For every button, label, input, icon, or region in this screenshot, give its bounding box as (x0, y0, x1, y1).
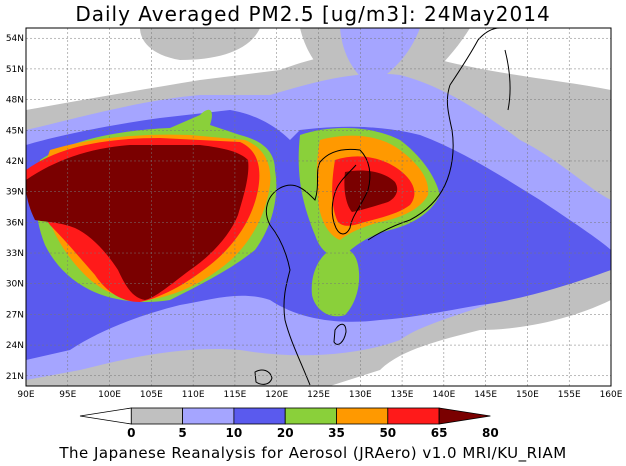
lat-tick-label: 27N (6, 310, 24, 320)
colorbar-segment (284, 407, 337, 425)
colorbar-segment (438, 407, 491, 425)
lat-tick-label: 30N (6, 280, 24, 290)
coastline-hainan (254, 369, 273, 385)
lat-tick-label: 48N (6, 96, 24, 106)
lon-tick-label: 115E (223, 390, 246, 400)
colorbar-segment (387, 407, 440, 425)
lon-tick-label: 90E (17, 390, 34, 400)
contour-5-10-nw (140, 28, 260, 60)
lon-tick-label: 110E (182, 390, 205, 400)
lon-tick-label: 125E (307, 390, 330, 400)
lon-tick-label: 160E (600, 390, 623, 400)
coastline-taiwan (333, 323, 347, 345)
colorbar-level-label: 80 (482, 426, 499, 440)
lon-tick-label: 100E (98, 390, 121, 400)
contour-80-plus-korea (344, 170, 398, 212)
contour-35-50-south (311, 248, 360, 317)
lat-tick-label: 54N (6, 34, 24, 44)
coastline-china (265, 148, 361, 386)
credit-line: The Japanese Reanalysis for Aerosol (JRA… (59, 444, 567, 462)
colorbar-segment (336, 407, 389, 425)
coastline-sakhalin (504, 49, 511, 111)
lat-tick-label: 21N (6, 372, 24, 382)
lat-tick-label: 24N (6, 341, 24, 351)
contour-10-20-north (340, 28, 420, 85)
lat-tick-label: 45N (6, 126, 24, 136)
map-title: Daily Averaged PM2.5 [ug/m3]: 24May2014 (75, 2, 551, 26)
lon-tick-label: 120E (265, 390, 288, 400)
colorbar-level-label: 5 (178, 426, 186, 440)
contour-80-plus (26, 145, 249, 300)
longitude-tick-labels: 90E 95E 100E 105E 110E 115E 120E 125E 130E 135E 14… (17, 390, 622, 400)
colorbar-level-label: 10 (226, 426, 243, 440)
lon-tick-label: 95E (59, 390, 76, 400)
colorbar-level-label: 50 (379, 426, 396, 440)
coastline-japan (367, 84, 454, 241)
latitude-tick-labels: 21N 24N 27N 30N 33N 36N 39N 42N 45N 48N 51N 54N (6, 34, 24, 382)
lon-tick-label: 130E (349, 390, 372, 400)
colorbar-level-label: 20 (277, 426, 294, 440)
map-gridlines (26, 28, 611, 386)
colorbar-segment (182, 407, 235, 425)
colorbar-level-label: 0 (127, 426, 135, 440)
lat-tick-label: 36N (6, 218, 24, 228)
lat-tick-label: 33N (6, 249, 24, 259)
colorbar: 0 5 10 20 35 50 65 80 (79, 407, 499, 440)
lat-tick-label: 51N (6, 65, 24, 75)
colorbar-segment (79, 407, 132, 425)
lon-tick-label: 140E (432, 390, 455, 400)
colorbar-segment (130, 407, 184, 425)
lon-tick-label: 150E (516, 390, 539, 400)
map-frame (25, 27, 612, 387)
lon-tick-label: 155E (558, 390, 581, 400)
lat-tick-label: 39N (6, 188, 24, 198)
lon-tick-label: 105E (140, 390, 163, 400)
concentration-field (26, 28, 611, 386)
lat-tick-label: 42N (6, 157, 24, 167)
lon-tick-label: 135E (391, 390, 414, 400)
coastline-russia (449, 28, 501, 86)
coastline-korea (331, 149, 371, 235)
colorbar-level-label: 65 (431, 426, 448, 440)
colorbar-segment (233, 407, 286, 425)
colorbar-level-label: 35 (328, 426, 345, 440)
lon-tick-label: 145E (474, 390, 497, 400)
